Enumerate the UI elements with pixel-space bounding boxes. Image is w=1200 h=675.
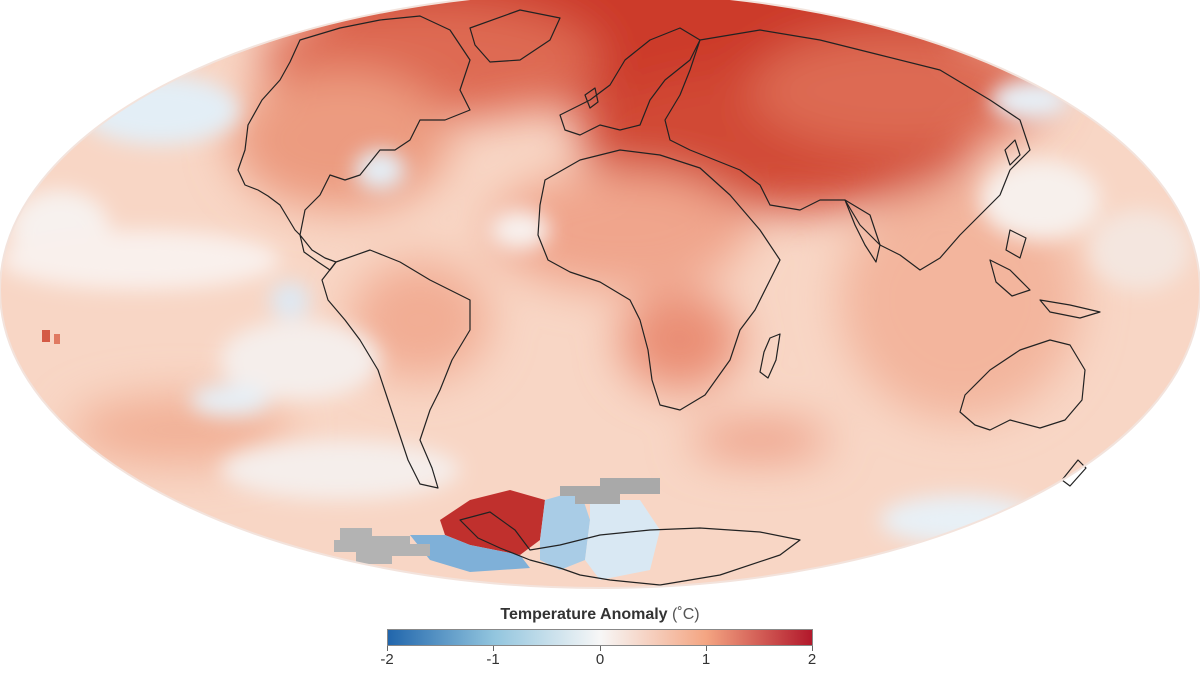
legend-label-max: 2 — [807, 651, 817, 668]
legend-color-bar — [387, 629, 813, 646]
legend-tick — [706, 646, 707, 651]
legend-title: Temperature Anomaly — [500, 606, 668, 623]
legend-tick — [387, 646, 388, 651]
legend-tick — [493, 646, 494, 651]
legend-title-row: Temperature Anomaly (˚C) — [380, 606, 820, 624]
globe-outline — [0, 0, 1200, 589]
legend-label-min: -2 — [380, 651, 394, 668]
map-svg — [0, 0, 1200, 589]
coastlines — [237, 9, 1101, 586]
legend-label-zero: 0 — [595, 651, 605, 668]
legend-label-neg1: -1 — [486, 651, 500, 668]
color-legend: Temperature Anomaly (˚C) -2 -1 0 1 2 — [380, 606, 820, 670]
legend-unit: (˚C) — [672, 606, 700, 623]
legend-label-pos1: 1 — [701, 651, 711, 668]
anomaly-field — [0, 0, 1200, 588]
legend-tick — [600, 646, 601, 651]
legend-tick — [812, 646, 813, 651]
temperature-anomaly-map — [0, 0, 1200, 589]
